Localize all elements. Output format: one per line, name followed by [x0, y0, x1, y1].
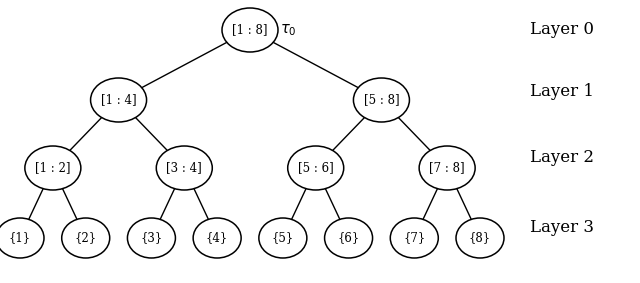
- Text: {7}: {7}: [403, 231, 426, 245]
- Text: [5 : 8]: [5 : 8]: [364, 93, 399, 106]
- Ellipse shape: [419, 146, 475, 190]
- Text: {3}: {3}: [140, 231, 163, 245]
- Text: {1}: {1}: [9, 231, 31, 245]
- Text: {8}: {8}: [469, 231, 491, 245]
- Text: [5 : 6]: [5 : 6]: [298, 162, 333, 175]
- Text: Layer 1: Layer 1: [530, 83, 594, 100]
- Ellipse shape: [324, 218, 372, 258]
- Text: Layer 0: Layer 0: [530, 22, 594, 38]
- Text: Layer 2: Layer 2: [530, 149, 594, 166]
- Ellipse shape: [456, 218, 504, 258]
- Ellipse shape: [259, 218, 307, 258]
- Ellipse shape: [156, 146, 212, 190]
- Text: {4}: {4}: [206, 231, 228, 245]
- Text: {6}: {6}: [337, 231, 360, 245]
- Text: [7 : 8]: [7 : 8]: [429, 162, 465, 175]
- Text: [1 : 2]: [1 : 2]: [35, 162, 70, 175]
- Text: $\tau_0$: $\tau_0$: [280, 22, 296, 38]
- Ellipse shape: [25, 146, 81, 190]
- Ellipse shape: [222, 8, 278, 52]
- Ellipse shape: [353, 78, 410, 122]
- Text: [1 : 8]: [1 : 8]: [232, 23, 268, 37]
- Text: [3 : 4]: [3 : 4]: [166, 162, 202, 175]
- Text: {5}: {5}: [272, 231, 294, 245]
- Text: {2}: {2}: [75, 231, 97, 245]
- Ellipse shape: [288, 146, 344, 190]
- Ellipse shape: [91, 78, 147, 122]
- Ellipse shape: [390, 218, 438, 258]
- Text: [1 : 4]: [1 : 4]: [100, 93, 136, 106]
- Ellipse shape: [193, 218, 241, 258]
- Text: Layer 3: Layer 3: [530, 220, 594, 237]
- Ellipse shape: [61, 218, 109, 258]
- Ellipse shape: [127, 218, 175, 258]
- Ellipse shape: [0, 218, 44, 258]
